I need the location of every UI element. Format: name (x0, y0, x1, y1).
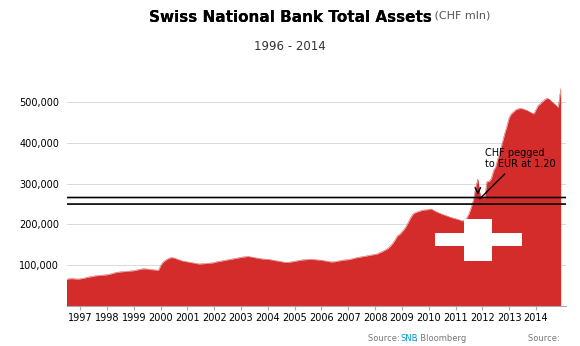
Text: Swiss National Bank Total Assets (CHF mln): Swiss National Bank Total Assets (CHF ml… (125, 10, 455, 25)
Text: Swiss National Bank Total Assets: Swiss National Bank Total Assets (148, 10, 432, 25)
Bar (465, 219, 492, 261)
Text: , Bloomberg: , Bloomberg (415, 334, 466, 343)
Text: 1996 - 2014: 1996 - 2014 (254, 40, 326, 53)
Text: (CHF mln): (CHF mln) (432, 10, 491, 20)
Text: Source:: Source: (368, 334, 403, 343)
Text: Source:: Source: (528, 334, 563, 343)
Text: SNB: SNB (400, 334, 418, 343)
Text: CHF pegged
to EUR at 1.20: CHF pegged to EUR at 1.20 (480, 148, 556, 199)
Text: Swiss National Bank Total Assets: Swiss National Bank Total Assets (148, 10, 432, 25)
Bar (434, 233, 522, 246)
